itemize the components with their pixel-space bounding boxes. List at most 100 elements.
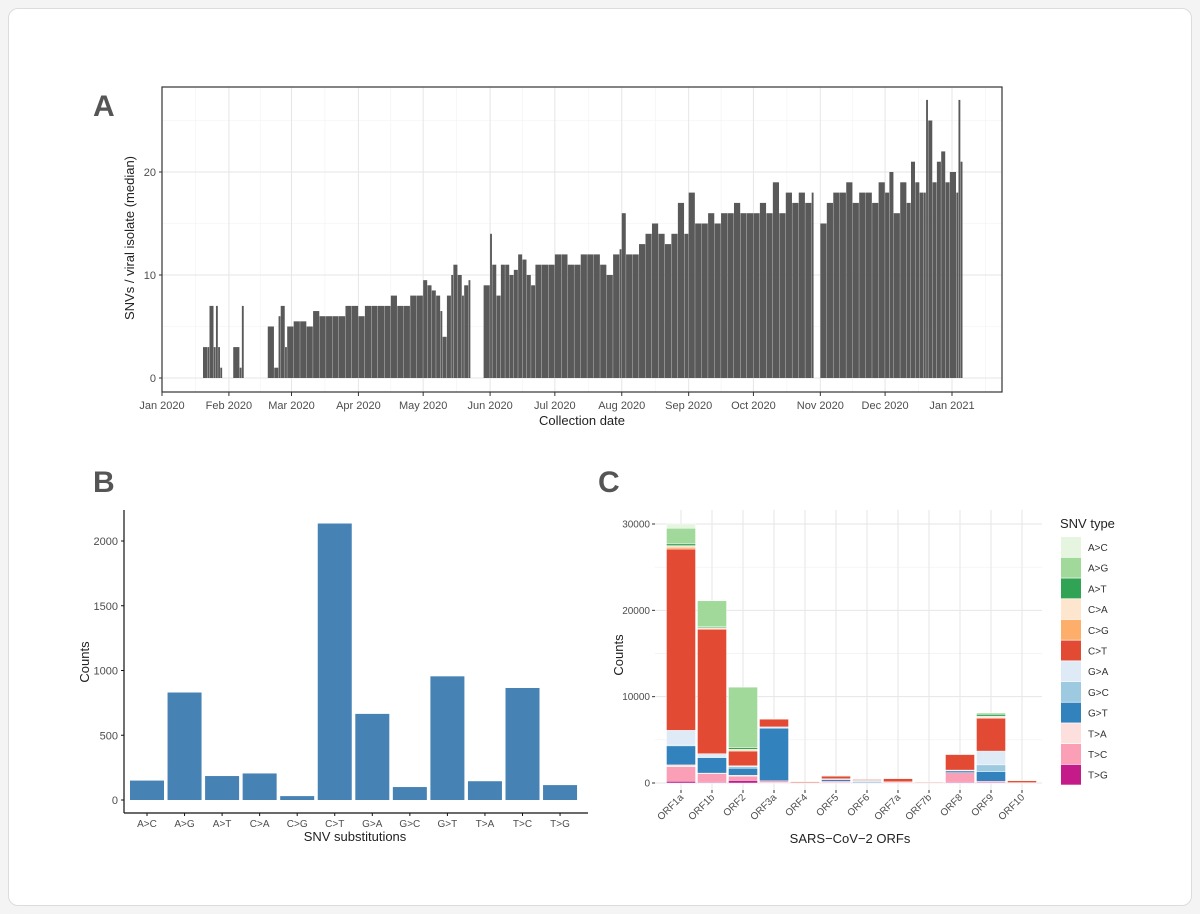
bar [779,213,786,378]
legend-label: A>T [1088,584,1107,595]
bar [932,182,937,378]
stacked-bar-segment [666,545,696,548]
stacked-bar-segment [976,714,1006,717]
bar [554,254,562,378]
bar [233,347,240,378]
bar [543,785,578,800]
legend-label: G>A [1088,667,1109,678]
x-tick-label: C>T [325,819,344,830]
x-tick-label: A>G [174,819,195,830]
stacked-bar-segment [666,766,696,782]
bar [865,192,872,378]
stacked-bar-segment [697,773,727,783]
y-tick-label: 1000 [94,666,118,678]
x-tick-label: Aug 2020 [598,400,645,412]
bar [207,347,210,378]
stacked-bar-segment [883,778,913,782]
bar [442,336,447,378]
panel-label-c: C [598,466,620,499]
bar [453,264,458,378]
bar [885,192,890,378]
bar [300,321,307,378]
bar [431,290,436,378]
stacked-bar-segment [759,780,789,783]
bar [915,182,920,378]
bar [926,99,928,379]
x-tick-label: A>T [213,819,232,830]
stacked-bar-segment [728,766,758,769]
bar [371,305,378,378]
bar [239,367,242,378]
stacked-bar-segment [666,523,696,529]
bar [513,269,518,378]
bar [267,326,274,378]
y-tick-label: 0 [112,795,118,807]
bar [645,233,652,378]
bar [392,787,427,800]
legend-label: C>G [1088,626,1109,637]
chart-a: 0 10 20 Jan 2020 Feb 2020 Mar 2020 Apr 2020 May… [139,86,1003,412]
bar [708,213,715,378]
x-tick-label: C>G [287,819,308,830]
x-tick-label: May 2020 [399,400,447,412]
bar [416,295,423,378]
x-tick-label: ORF10 [997,792,1028,823]
bar [714,223,721,378]
x-tick-label: G>A [362,819,383,830]
stacked-bar-segment [945,754,975,771]
bar [587,254,594,378]
bar [695,223,702,378]
bar [826,202,833,378]
bar [326,316,333,378]
bar [792,202,799,378]
x-tick-label: G>C [399,819,420,830]
bar [446,295,451,378]
x-tick-label: ORF9 [969,792,996,819]
bar [505,264,510,378]
bar [941,151,946,378]
bar [846,182,853,378]
bar [632,254,639,378]
x-tick-label: Apr 2020 [336,400,381,412]
stacked-bar-segment [945,770,975,773]
bar [561,254,568,378]
legend-label: A>C [1088,543,1108,554]
y-tick-label: 20000 [622,606,650,617]
bar [923,192,926,378]
stacked-bar-segment [666,781,696,784]
legend-label: C>A [1088,605,1108,616]
bar [910,161,916,378]
bar [574,264,581,378]
x-tick-label: ORF2 [721,792,748,819]
bar [878,182,885,378]
x-tick-label: ORF5 [814,792,841,819]
x-tick-label: Oct 2020 [731,400,776,412]
bar [600,264,607,378]
bar [287,326,294,378]
bar [215,305,218,378]
bar [410,295,417,378]
x-tick-label: C>A [250,819,270,830]
bar [677,202,685,378]
bar [397,305,404,378]
bar [639,244,646,378]
bar [427,285,432,378]
bar [960,161,963,378]
bar [285,347,287,378]
x-tick-label: ORF3a [749,792,780,823]
x-tick-label: Jan 2021 [929,400,974,412]
bar [798,192,805,378]
legend-label: A>G [1088,564,1109,575]
bar [451,275,454,378]
y-tick-label: 10 [144,270,156,282]
y-tick-label: 500 [100,730,118,742]
bar [440,311,443,378]
bar [436,295,441,378]
bar [753,213,760,378]
x-tick-label: ORF1b [687,792,718,823]
bar [209,305,214,378]
stacked-bar-segment [697,757,727,774]
bar [684,233,689,378]
bar [919,192,924,378]
